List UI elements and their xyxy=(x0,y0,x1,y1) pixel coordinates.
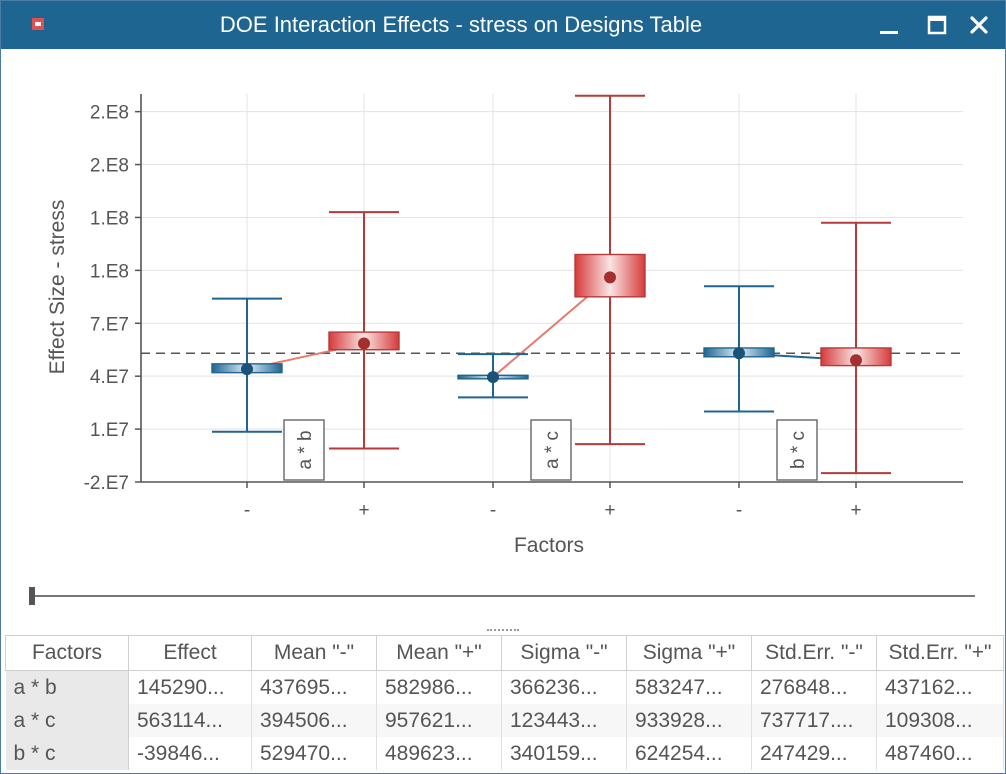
table-cell[interactable]: 437695... xyxy=(251,670,377,704)
x-tick-label: - xyxy=(736,500,742,521)
factor-label-text: b * c xyxy=(788,431,809,469)
mean-point xyxy=(241,363,253,376)
table-cell[interactable]: 582986... xyxy=(376,670,502,704)
column-header-stderr-minus[interactable]: Std.Err. "-" xyxy=(751,635,877,671)
mean-point xyxy=(850,354,862,367)
table-cell[interactable]: 933928... xyxy=(626,704,752,737)
y-axis-label: Effect Size - stress xyxy=(46,200,69,375)
table-cell[interactable]: 737717.... xyxy=(751,704,877,737)
box-minus[interactable] xyxy=(457,353,529,399)
range-slider[interactable] xyxy=(1,581,1005,631)
row-header[interactable]: a * b xyxy=(5,670,129,704)
interaction-chart: -2.E7 1.E7 4.E7 7.E7 1.E8 1.E8 2.E8 2.E8 - + - + - + a… xyxy=(46,94,963,557)
column-header-stderr-plus[interactable]: Std.Err. "+" xyxy=(876,635,1004,671)
factor-label: a * c xyxy=(530,419,572,481)
maximize-button[interactable] xyxy=(919,7,955,43)
table-cell[interactable]: 437162... xyxy=(876,670,1004,704)
x-tick-label: - xyxy=(244,500,250,521)
column-header-mean-minus[interactable]: Mean "-" xyxy=(251,635,377,671)
factor-label-text: a * c xyxy=(542,431,563,469)
marks-layer xyxy=(211,94,892,475)
slider-area xyxy=(1,581,1005,631)
table-cell[interactable]: 563114... xyxy=(128,704,252,737)
close-icon xyxy=(970,16,988,34)
minimize-icon xyxy=(880,31,898,34)
minimize-button[interactable] xyxy=(871,7,907,43)
table-row[interactable]: a * b 145290... 437695... 582986... 3662… xyxy=(5,670,1004,704)
box-plus[interactable] xyxy=(820,221,892,475)
mean-point xyxy=(487,371,499,384)
app-icon xyxy=(32,18,44,30)
factor-label-box xyxy=(530,419,572,481)
factor-label: b * c xyxy=(776,419,818,481)
x-tick-label: + xyxy=(358,500,369,521)
y-tick-label: 2.E8 xyxy=(90,103,129,124)
box-minus[interactable] xyxy=(211,297,283,433)
x-tick-label: + xyxy=(604,500,615,521)
table-cell[interactable]: 123443... xyxy=(501,704,627,737)
y-tick-label: 4.E7 xyxy=(90,367,129,388)
y-tick-label: 7.E7 xyxy=(90,314,129,335)
table-cell[interactable]: 109308... xyxy=(876,704,1004,737)
box-plus[interactable] xyxy=(574,94,646,446)
x-tick-label: - xyxy=(490,500,496,521)
x-tick-label: + xyxy=(850,500,861,521)
table-cell[interactable]: 145290... xyxy=(128,670,252,704)
box-minus[interactable] xyxy=(703,285,775,413)
table-cell[interactable]: 366236... xyxy=(501,670,627,704)
column-header-sigma-minus[interactable]: Sigma "-" xyxy=(501,635,627,671)
splitter-grip[interactable] xyxy=(487,629,519,635)
y-tick-label: 2.E8 xyxy=(90,156,129,177)
results-table: Factors Effect Mean "-" Mean "+" Sigma "… xyxy=(5,635,1004,770)
table-header-row: Factors Effect Mean "-" Mean "+" Sigma "… xyxy=(5,635,1004,671)
box-plus[interactable] xyxy=(328,211,400,450)
table-cell[interactable]: 529470... xyxy=(251,737,377,770)
factor-label-box xyxy=(776,419,818,481)
table-cell[interactable]: 489623... xyxy=(376,737,502,770)
y-tick-label: 1.E8 xyxy=(90,261,129,282)
row-header[interactable]: b * c xyxy=(5,737,129,770)
column-header-sigma-plus[interactable]: Sigma "+" xyxy=(626,635,752,671)
table-cell[interactable]: 487460... xyxy=(876,737,1004,770)
chart-area: -2.E7 1.E7 4.E7 7.E7 1.E8 1.E8 2.E8 2.E8 - + - + - + a… xyxy=(1,49,1005,581)
y-tick-label: 1.E8 xyxy=(90,208,129,229)
factor-label-box xyxy=(283,419,325,481)
mean-point xyxy=(733,347,745,360)
column-header-factors[interactable]: Factors xyxy=(5,635,129,671)
close-button[interactable] xyxy=(961,7,997,43)
maximize-icon xyxy=(927,15,947,35)
window-title: DOE Interaction Effects - stress on Desi… xyxy=(219,12,703,37)
column-header-effect[interactable]: Effect xyxy=(128,635,252,671)
table-cell[interactable]: 247429... xyxy=(751,737,877,770)
x-axis-label: Factors xyxy=(514,534,584,557)
title-bar[interactable]: DOE Interaction Effects - stress on Desi… xyxy=(1,1,1005,49)
labels-layer: -2.E7 1.E7 4.E7 7.E7 1.E8 1.E8 2.E8 2.E8 - + - + - + a… xyxy=(84,103,862,521)
table-cell[interactable]: 276848... xyxy=(751,670,877,704)
table-row[interactable]: b * c -39846... 529470... 489623... 3401… xyxy=(5,737,1004,770)
table-cell[interactable]: 957621... xyxy=(376,704,502,737)
slider-handle[interactable] xyxy=(29,587,35,605)
mean-point xyxy=(604,271,616,284)
y-tick-label: 1.E7 xyxy=(90,420,129,441)
column-header-mean-plus[interactable]: Mean "+" xyxy=(376,635,502,671)
factor-label: a * b xyxy=(283,419,325,481)
table-cell[interactable]: 583247... xyxy=(626,670,752,704)
row-header[interactable]: a * c xyxy=(5,704,129,737)
y-tick-label: -2.E7 xyxy=(84,473,129,494)
table-row[interactable]: a * c 563114... 394506... 957621... 1234… xyxy=(5,704,1004,737)
mean-point xyxy=(358,337,370,350)
table-cell[interactable]: 340159... xyxy=(501,737,627,770)
factor-label-text: a * b xyxy=(295,430,316,469)
table-cell[interactable]: 624254... xyxy=(626,737,752,770)
table-cell[interactable]: 394506... xyxy=(251,704,377,737)
table-cell[interactable]: -39846... xyxy=(128,737,252,770)
